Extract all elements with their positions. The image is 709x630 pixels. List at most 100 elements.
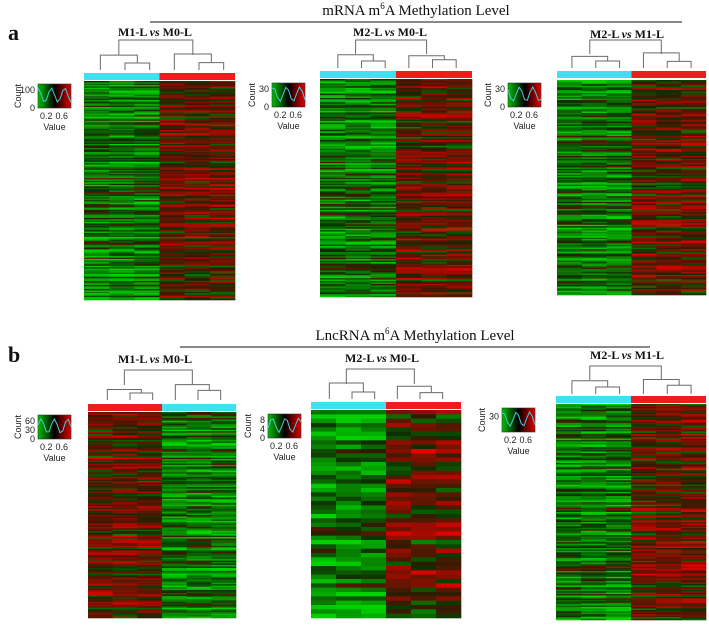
heatmap-cell	[320, 151, 346, 154]
heatmap-cell	[436, 553, 462, 558]
heatmap-cell	[556, 519, 582, 521]
heatmap-cell	[656, 605, 682, 608]
heatmap-cell	[88, 414, 113, 417]
heatmap-cell	[184, 104, 211, 106]
heatmap-cell	[656, 229, 682, 231]
heatmap-cell	[631, 161, 657, 164]
heatmap-cell	[345, 110, 371, 113]
heatmap-cell	[681, 416, 707, 419]
heatmap-cell	[656, 540, 682, 543]
heatmap-cell	[345, 196, 371, 199]
heatmap-cell	[137, 572, 163, 575]
heatmap-cell	[656, 539, 682, 542]
heatmap-cell	[109, 275, 135, 278]
heatmap-cell	[186, 522, 212, 525]
heatmap-cell	[345, 218, 371, 221]
heatmap-cell	[631, 260, 657, 263]
heatmap-cell	[556, 550, 582, 553]
heatmap-cell	[162, 414, 187, 417]
heatmap-cell	[184, 128, 211, 131]
heatmap-cell	[137, 504, 163, 507]
heatmap-cell	[162, 531, 187, 533]
heatmap-cell	[557, 250, 583, 253]
heatmap-cell	[109, 111, 135, 113]
heatmap-cell	[320, 292, 346, 295]
heatmap-cell	[134, 189, 160, 191]
heatmap-cell	[345, 259, 371, 261]
heatmap-cell	[84, 115, 110, 117]
heatmap-cell	[631, 102, 657, 105]
heatmap-cell	[556, 611, 582, 614]
heatmap-cell	[134, 282, 160, 284]
heatmap-cell	[137, 598, 163, 601]
heatmap-cell	[656, 471, 682, 474]
heatmap-cell	[606, 153, 632, 155]
heatmap-cell	[159, 204, 185, 206]
heatmap-cell	[396, 266, 422, 269]
heatmap-cell	[159, 211, 185, 213]
heatmap-cell	[446, 172, 473, 174]
heatmap-cell	[186, 437, 212, 439]
heatmap-cell	[112, 429, 138, 432]
heatmap-cell	[631, 207, 657, 210]
heatmap-cell	[656, 483, 682, 485]
heatmap-cell	[370, 160, 397, 163]
heatmap-cell	[345, 281, 371, 283]
heatmap-cell	[606, 164, 632, 167]
heatmap-cell	[112, 516, 138, 519]
heatmap-cell	[320, 192, 346, 195]
heatmap-cell	[311, 427, 337, 432]
heatmap-cell	[581, 618, 607, 621]
heatmap-cell	[681, 157, 707, 160]
heatmap-cell	[162, 451, 187, 454]
heatmap-cell	[581, 588, 607, 591]
heatmap-cell	[421, 92, 447, 94]
heatmap-cell	[211, 526, 237, 529]
heatmap-cell	[557, 168, 583, 171]
heatmap-cell	[112, 453, 138, 455]
heatmap-cell	[681, 102, 707, 105]
heatmap-cell	[137, 607, 163, 610]
heatmap-cell	[631, 279, 657, 281]
heatmap-cell	[606, 408, 632, 411]
heatmap-cell	[209, 291, 236, 294]
heatmap-cell	[631, 130, 657, 132]
heatmap-cell	[320, 144, 346, 147]
heatmap-cell	[162, 479, 187, 482]
heatmap-cell	[446, 189, 473, 192]
heatmap-cell	[159, 81, 185, 83]
heatmap-cell	[134, 82, 160, 85]
heatmap-cell	[209, 205, 236, 208]
heatmap-cell	[681, 575, 707, 578]
heatmap-cell	[109, 211, 135, 213]
heatmap-cell	[631, 274, 657, 277]
heatmap-cell	[211, 448, 237, 451]
heatmap-cell	[656, 457, 682, 460]
heatmap-cell	[656, 582, 682, 585]
heatmap-cell	[186, 592, 212, 595]
heatmap-cell	[681, 604, 707, 606]
heatmap-cell	[446, 186, 473, 189]
heatmap-cell	[162, 416, 187, 419]
heatmap-cell	[396, 180, 422, 183]
heatmap-cell	[134, 279, 160, 282]
heatmap-cell	[656, 473, 682, 475]
heatmap-cell	[421, 166, 447, 168]
heatmap-cell	[186, 454, 212, 457]
heatmap-cell	[137, 416, 163, 419]
heatmap-cell	[209, 294, 236, 297]
heatmap-cell	[631, 111, 657, 114]
heatmap-cell	[112, 601, 138, 604]
heatmap-cell	[606, 591, 632, 593]
heatmap-cell	[557, 88, 583, 91]
heatmap-cell	[361, 600, 387, 606]
heatmap-cell	[656, 273, 682, 276]
heatmap-cell	[361, 548, 387, 554]
heatmap-cell	[320, 254, 346, 257]
heatmap-cell	[211, 597, 237, 600]
heatmap-cell	[386, 518, 412, 523]
heatmap-cell	[211, 584, 237, 586]
heatmap-cell	[396, 96, 422, 99]
heatmap-cell	[421, 128, 447, 131]
heatmap-cell	[345, 278, 371, 280]
